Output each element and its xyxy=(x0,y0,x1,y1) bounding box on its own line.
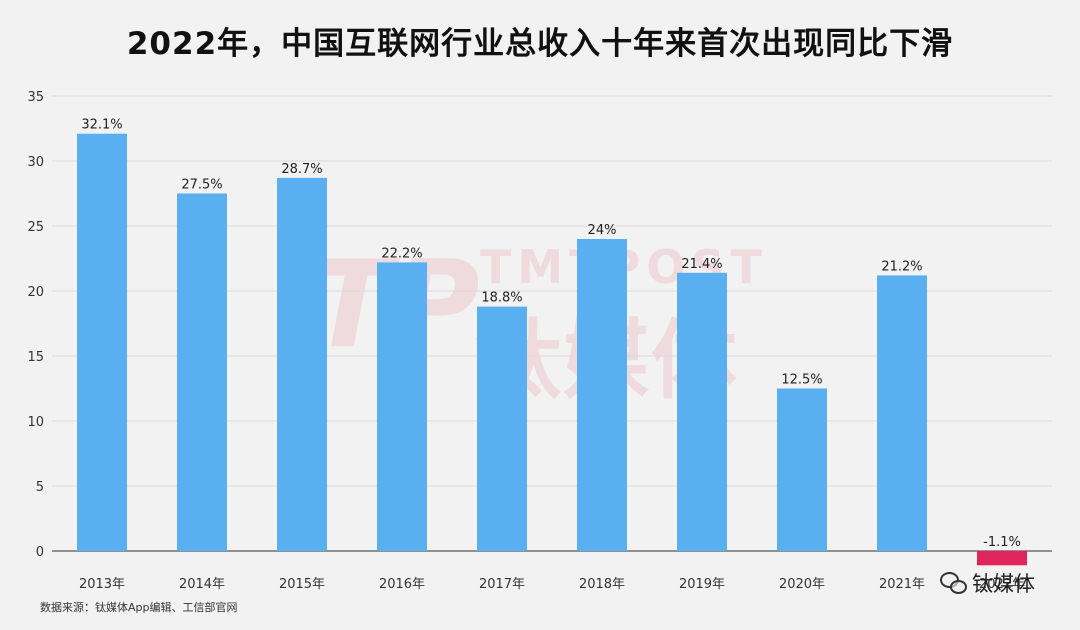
data-label: 27.5% xyxy=(181,178,222,193)
x-tick-label: 2014年 xyxy=(179,577,225,592)
x-tick-label: 2022年 xyxy=(979,577,1025,592)
bar xyxy=(777,388,827,551)
data-label: -1.1% xyxy=(983,535,1021,550)
y-tick-label: 20 xyxy=(27,285,44,300)
data-label: 21.2% xyxy=(881,259,922,274)
bar xyxy=(577,239,627,551)
chart-title: 2022年，中国互联网行业总收入十年来首次出现同比下滑 xyxy=(126,26,954,62)
data-label: 12.5% xyxy=(781,373,822,388)
x-tick-label: 2013年 xyxy=(79,577,125,592)
y-tick-label: 15 xyxy=(27,350,44,365)
data-label: 28.7% xyxy=(281,162,322,177)
bar xyxy=(277,177,327,551)
bar xyxy=(977,551,1027,566)
data-label: 24% xyxy=(588,223,617,238)
x-tick-label: 2021年 xyxy=(879,577,925,592)
bar xyxy=(77,133,127,551)
y-tick-label: 0 xyxy=(36,545,44,560)
data-label: 22.2% xyxy=(381,246,422,261)
corner-watermark-label: 钛媒体 xyxy=(972,572,1035,596)
data-label: 21.4% xyxy=(681,257,722,272)
bar xyxy=(677,272,727,551)
x-tick-label: 2016年 xyxy=(379,577,425,592)
bar xyxy=(177,193,227,551)
bar xyxy=(377,262,427,551)
x-tick-label: 2020年 xyxy=(779,577,825,592)
x-tick-label: 2017年 xyxy=(479,577,525,592)
y-tick-label: 30 xyxy=(27,155,44,170)
wechat-icon xyxy=(940,572,967,594)
bar xyxy=(877,275,927,551)
x-tick-label: 2015年 xyxy=(279,577,325,592)
y-tick-label: 5 xyxy=(36,480,44,495)
source-note: 数据来源：钛媒体App编辑、工信部官网 xyxy=(40,601,238,614)
x-tick-label: 2019年 xyxy=(679,577,725,592)
x-tick-label: 2018年 xyxy=(579,577,625,592)
y-tick-label: 35 xyxy=(27,90,44,105)
data-label: 32.1% xyxy=(81,118,122,133)
bar xyxy=(477,306,527,551)
y-tick-label: 10 xyxy=(27,415,44,430)
data-label: 18.8% xyxy=(481,291,522,306)
corner-watermark: 钛媒体 xyxy=(940,568,1035,598)
y-tick-label: 25 xyxy=(27,220,44,235)
